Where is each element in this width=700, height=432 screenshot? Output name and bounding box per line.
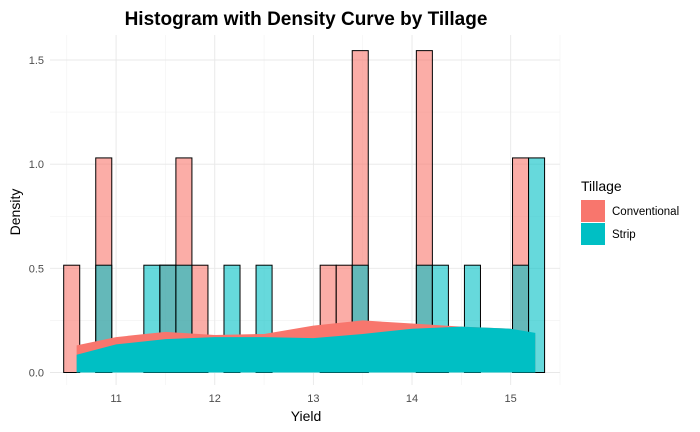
density-areas — [76, 320, 536, 373]
x-tick-label: 13 — [307, 393, 319, 405]
legend-title: Tillage — [581, 178, 622, 194]
density-area-strip — [76, 326, 536, 373]
y-tick-label: 1.5 — [29, 55, 44, 67]
x-tick-label: 12 — [209, 393, 221, 405]
legend-label-strip: Strip — [612, 229, 636, 241]
bar-conventional — [63, 264, 81, 374]
y-tick-label: 0.0 — [29, 368, 44, 380]
x-axis-title: Yield — [291, 408, 322, 424]
x-tick-label: 15 — [505, 393, 517, 405]
x-tick-label: 14 — [406, 393, 418, 405]
chart-title: Histogram with Density Curve by Tillage — [125, 9, 488, 30]
y-tick-label: 1.0 — [29, 159, 44, 171]
y-axis-ticks: 0.0 0.5 1.0 1.5 — [29, 55, 44, 380]
y-axis-title: Density — [7, 189, 23, 236]
y-tick-label: 0.5 — [29, 263, 44, 275]
legend-key-conventional — [581, 200, 605, 222]
x-tick-label: 11 — [110, 393, 121, 405]
legend-key-strip — [581, 223, 605, 245]
minor-gridlines — [50, 35, 561, 385]
bar-strip — [528, 157, 546, 373]
legend: Tillage Conventional Strip — [581, 178, 679, 245]
x-axis-ticks: 11 12 13 14 15 — [110, 393, 516, 405]
histogram-bars — [63, 50, 546, 374]
legend-label-conventional: Conventional — [612, 206, 679, 218]
